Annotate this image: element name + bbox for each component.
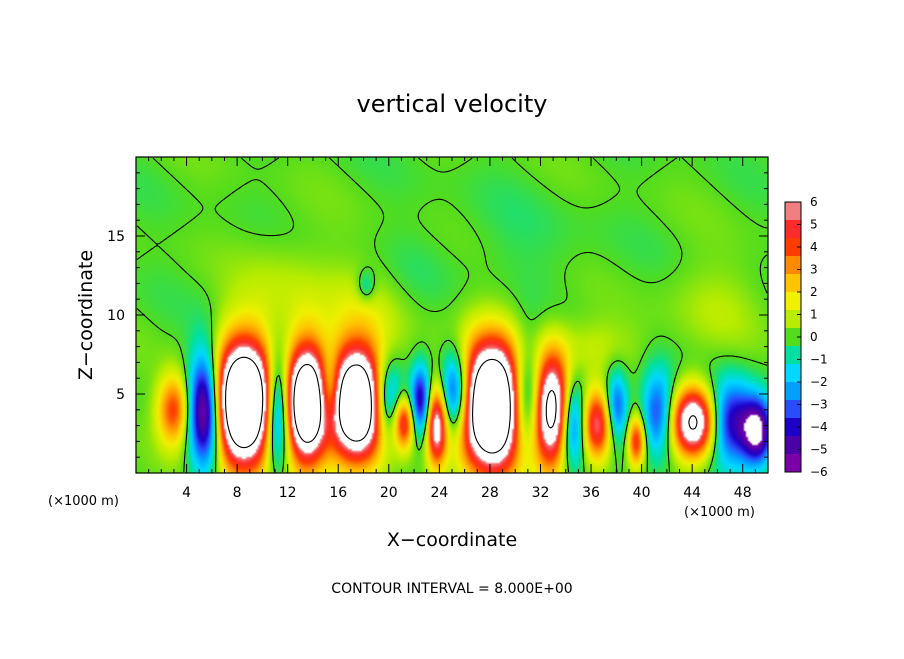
- x-unit-label-left: (×1000 m): [48, 494, 119, 509]
- x-tick-label: 28: [481, 485, 499, 501]
- x-tick-label: 32: [532, 485, 550, 501]
- x-tick-label: 20: [380, 485, 398, 501]
- colorbar-swatch: [785, 364, 801, 383]
- colorbar-swatch: [785, 418, 801, 437]
- x-axis-label: X−coordinate: [387, 529, 517, 551]
- x-tick-label: 16: [329, 485, 347, 501]
- x-tick-label: 4: [182, 485, 191, 501]
- colorbar-tick-label: −1: [810, 353, 828, 367]
- colorbar-tick-label: 6: [810, 195, 818, 209]
- y-tick-label: 10: [107, 308, 125, 324]
- x-tick-label: 44: [683, 485, 701, 501]
- contour-interval-note: CONTOUR INTERVAL = 8.000E+00: [331, 581, 572, 597]
- y-tick-label: 15: [107, 229, 125, 245]
- x-tick-label: 48: [734, 485, 752, 501]
- colorbar-swatch: [785, 454, 801, 473]
- x-unit-label-right: (×1000 m): [684, 505, 755, 520]
- colorbar-swatch: [785, 256, 801, 275]
- colorbar: 6 5 4 3 2 1 0 −1 −2 −3 −4 −5 −6: [784, 195, 828, 479]
- colorbar-swatch: [785, 310, 801, 329]
- colorbar-tick-label: 3: [810, 263, 818, 277]
- x-tick-label: 40: [633, 485, 651, 501]
- contour-lines: [136, 157, 768, 473]
- colorbar-tick-label: −4: [810, 420, 828, 434]
- contour-zero: [136, 157, 768, 473]
- velocity-field: [136, 157, 768, 473]
- colorbar-swatch: [785, 328, 801, 347]
- y-axis-label: Z−coordinate: [75, 250, 97, 380]
- chart-title: vertical velocity: [357, 90, 548, 118]
- colorbar-tick-label: 1: [810, 308, 818, 322]
- y-tick-label: 5: [116, 387, 125, 403]
- colorbar-tick-label: 5: [810, 218, 818, 232]
- colorbar-tick-label: −2: [810, 375, 828, 389]
- colorbar-swatch: [785, 238, 801, 257]
- colorbar-tick-label: 2: [810, 285, 818, 299]
- x-tick-label: 36: [582, 485, 600, 501]
- colorbar-swatch: [785, 202, 801, 221]
- x-tick-label: 12: [279, 485, 297, 501]
- colorbar-tick-label: 0: [810, 330, 818, 344]
- colorbar-swatch: [785, 346, 801, 365]
- colorbar-tick-label: −5: [810, 443, 828, 457]
- colorbar-swatch: [785, 400, 801, 419]
- x-tick-label: 8: [233, 485, 242, 501]
- x-tick-label: 24: [430, 485, 448, 501]
- colorbar-tick-label: 4: [810, 240, 818, 254]
- contour-positive: [225, 356, 698, 454]
- colorbar-swatch: [785, 436, 801, 455]
- colorbar-tick-label: −3: [810, 398, 828, 412]
- y-ticks: 5 10 15: [107, 172, 768, 458]
- colorbar-tick-label: −6: [810, 465, 828, 479]
- colorbar-swatch: [785, 220, 801, 239]
- x-ticks: 4 8 12 16 20 24 28 32 36 40 44 48: [148, 157, 756, 501]
- colorbar-swatch: [785, 382, 801, 401]
- colorbar-swatch: [785, 292, 801, 311]
- colorbar-swatch: [785, 274, 801, 293]
